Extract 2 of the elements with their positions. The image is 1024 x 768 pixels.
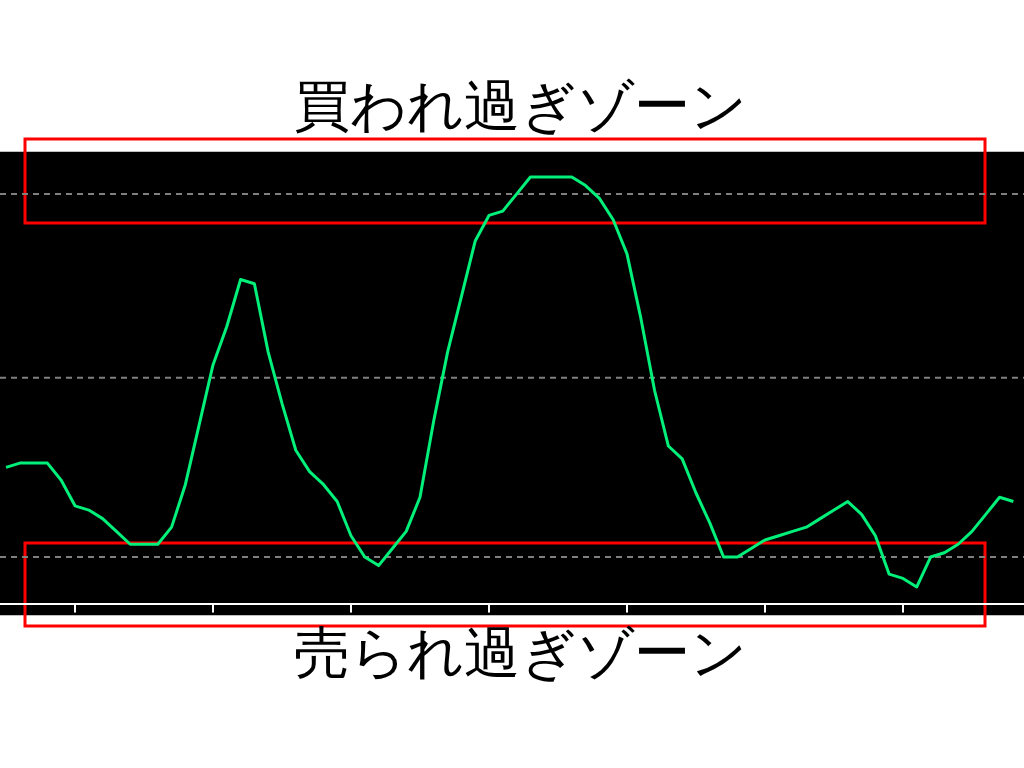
- text: 買われ過ぎゾーン: [293, 73, 747, 138]
- text: 売られ過ぎゾーン: [293, 620, 747, 685]
